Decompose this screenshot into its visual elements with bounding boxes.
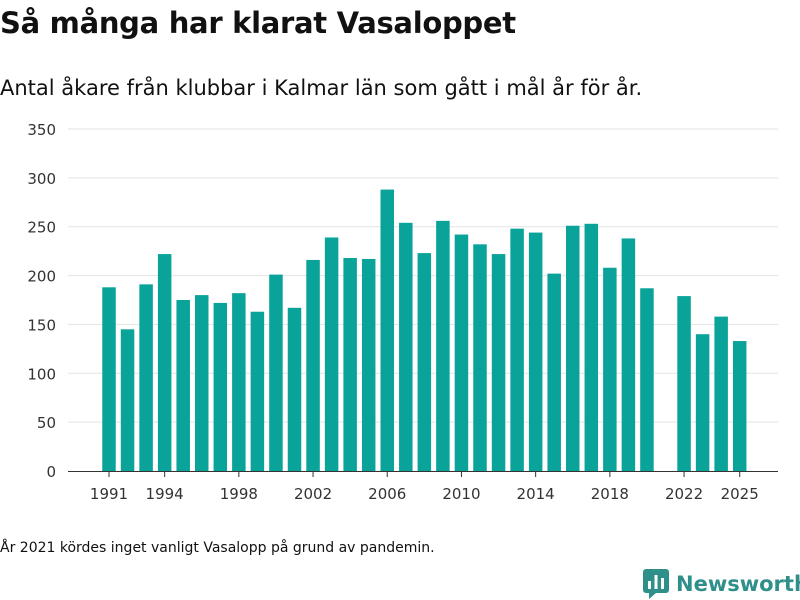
axes: 0 50 100 150 200 250 300 350 1991 1994 1998 2002 200…	[27, 121, 778, 503]
y-tick-label: 300	[27, 170, 56, 188]
bar-2024	[714, 316, 728, 471]
bar-2010	[454, 234, 469, 471]
bar-1994	[157, 254, 172, 471]
footnote: År 2021 kördes inget vanligt Vasalopp på…	[0, 540, 435, 556]
y-tick-label: 0	[46, 463, 56, 481]
bar-2007	[399, 222, 413, 471]
bar-2003	[324, 237, 339, 471]
chart-subtitle: Antal åkare från klubbar i Kalmar län so…	[0, 76, 643, 100]
x-tick-label: 2006	[368, 485, 406, 503]
y-tick-label: 50	[37, 414, 56, 432]
bar-2022	[677, 296, 691, 471]
bar-2018	[603, 267, 617, 471]
bar-2005	[361, 258, 376, 471]
x-tick-label: 1991	[90, 485, 128, 503]
x-tick-label: 2018	[591, 485, 629, 503]
bar-1992	[120, 329, 135, 471]
y-tick-label: 250	[27, 219, 56, 237]
bar-2025	[732, 341, 747, 471]
bar-2006	[380, 189, 394, 471]
bar-2020	[640, 288, 654, 471]
bar-2019	[621, 238, 636, 471]
bar-2004	[343, 257, 357, 471]
bar-1996	[195, 295, 209, 471]
x-tick-label: 2022	[665, 485, 703, 503]
chart-title: Så många har klarat Vasaloppet	[0, 6, 516, 40]
x-tick-label: 2002	[294, 485, 332, 503]
x-tick-label: 2014	[517, 485, 555, 503]
bar-2000	[269, 274, 283, 471]
bar-1993	[139, 284, 153, 471]
bar-2013	[510, 228, 524, 471]
bar-1999	[250, 311, 265, 471]
bar-2023	[695, 334, 710, 471]
bar-1995	[176, 300, 190, 471]
y-tick-label: 150	[27, 316, 56, 334]
x-tick-label: 1994	[146, 485, 184, 503]
bar-2002	[306, 259, 320, 471]
bar-1991	[102, 287, 116, 471]
bars	[102, 189, 747, 471]
y-tick-label: 350	[27, 121, 56, 139]
bar-2017	[584, 223, 599, 471]
bar-2008	[417, 253, 432, 471]
brand-logo: Newsworthy	[643, 569, 800, 599]
bar-1998	[232, 293, 246, 471]
bar-2009	[436, 220, 450, 471]
bar-1997	[213, 302, 228, 471]
x-tick-label: 2025	[721, 485, 759, 503]
bar-2001	[287, 307, 302, 471]
brand-name: Newsworthy	[676, 572, 800, 596]
x-tick-label: 2010	[442, 485, 480, 503]
bar-2011	[473, 244, 487, 471]
bar-2016	[566, 225, 580, 471]
bar-2015	[547, 273, 561, 471]
y-tick-label: 200	[27, 268, 56, 286]
x-tick-label: 1998	[220, 485, 258, 503]
y-tick-label: 100	[27, 365, 56, 383]
newsworthy-logo-icon	[643, 569, 669, 599]
bar-2014	[528, 232, 543, 471]
bar-2012	[491, 254, 506, 471]
